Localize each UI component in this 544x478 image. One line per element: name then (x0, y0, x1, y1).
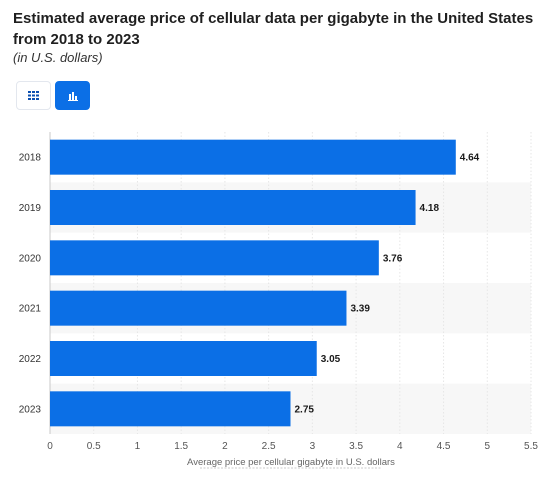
x-tick-label: 2 (222, 441, 228, 452)
bar-value-label: 2.75 (295, 404, 315, 415)
x-axis-title: Average price per cellular gigabyte in U… (187, 457, 395, 468)
grid-icon (28, 91, 39, 100)
y-category-label: 2022 (19, 354, 42, 365)
y-category-label: 2020 (19, 253, 42, 264)
bar-value-label: 3.05 (321, 354, 341, 365)
chart-title: Estimated average price of cellular data… (13, 10, 534, 48)
bar-value-label: 4.18 (420, 203, 440, 214)
table-view-button[interactable] (16, 81, 51, 110)
x-tick-label: 5.5 (524, 441, 538, 452)
bar-value-label: 3.76 (383, 253, 403, 264)
y-category-label: 2021 (19, 304, 42, 315)
x-tick-label: 2.5 (262, 441, 276, 452)
bar[interactable] (50, 391, 291, 427)
x-tick-label: 3 (310, 441, 316, 452)
bar[interactable] (50, 290, 347, 326)
x-tick-label: 0 (47, 441, 53, 452)
x-tick-label: 1.5 (174, 441, 188, 452)
chart-subtitle: (in U.S. dollars) (13, 50, 103, 65)
bar[interactable] (50, 190, 416, 225)
y-category-label: 2023 (19, 404, 42, 415)
x-tick-label: 3.5 (349, 441, 363, 452)
bar[interactable] (50, 139, 456, 175)
x-tick-label: 0.5 (87, 441, 101, 452)
bar-value-label: 3.39 (350, 304, 370, 315)
x-tick-label: 1 (135, 441, 141, 452)
chart-view-button[interactable] (55, 81, 90, 110)
x-tick-label: 4 (397, 441, 403, 452)
bar-value-label: 4.64 (460, 153, 480, 164)
x-tick-label: 4.5 (437, 441, 451, 452)
y-category-label: 2018 (19, 153, 42, 164)
bar[interactable] (50, 341, 317, 376)
bar[interactable] (50, 240, 379, 276)
bar-chart-icon (67, 91, 78, 101)
x-tick-label: 5 (484, 441, 490, 452)
y-category-label: 2019 (19, 203, 42, 214)
